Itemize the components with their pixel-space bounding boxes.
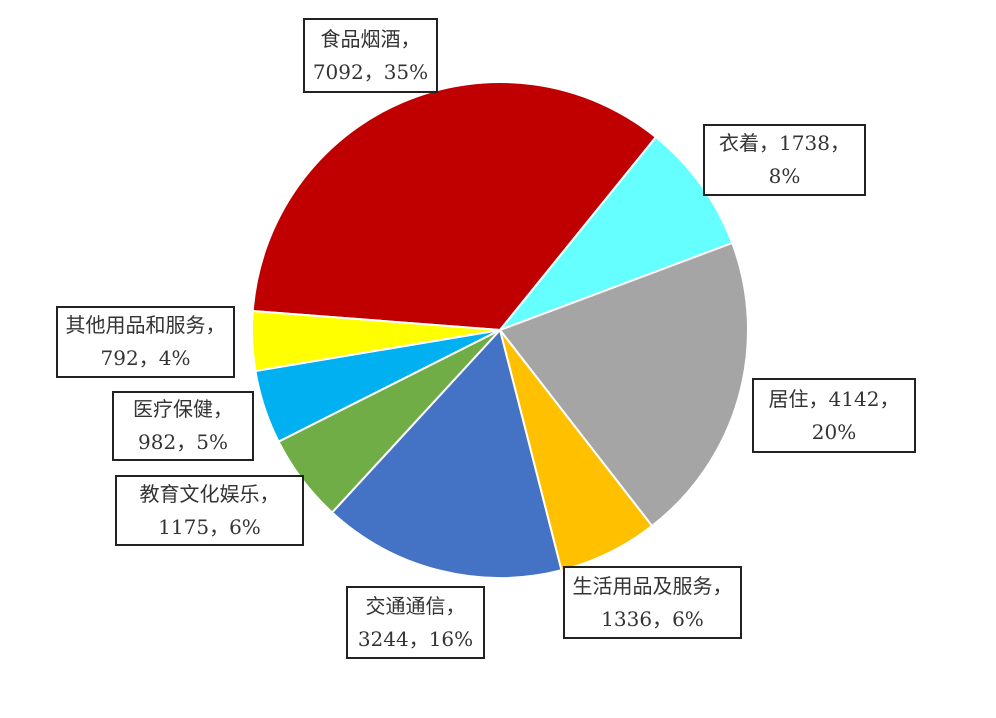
pie-slice [330,327,563,579]
data-label-food: 食品烟酒，7092，35% [303,18,438,93]
data-label-transport: 交通通信，3244，16% [346,586,485,659]
pie-slice [251,309,501,373]
data-label-education: 教育文化娱乐，1175，6% [115,475,304,546]
data-label-clothing: 衣着，1738，8% [703,124,866,196]
data-label-other: 其他用品和服务，792，4% [56,306,235,378]
data-label-medical: 医疗保健，982，5% [112,391,254,461]
pie-slice [496,135,734,333]
pie-slice [251,81,658,332]
pie-slice [498,241,749,528]
data-label-daily-goods: 生活用品及服务，1336，6% [563,566,742,639]
data-label-housing: 居住，4142，20% [752,378,916,453]
